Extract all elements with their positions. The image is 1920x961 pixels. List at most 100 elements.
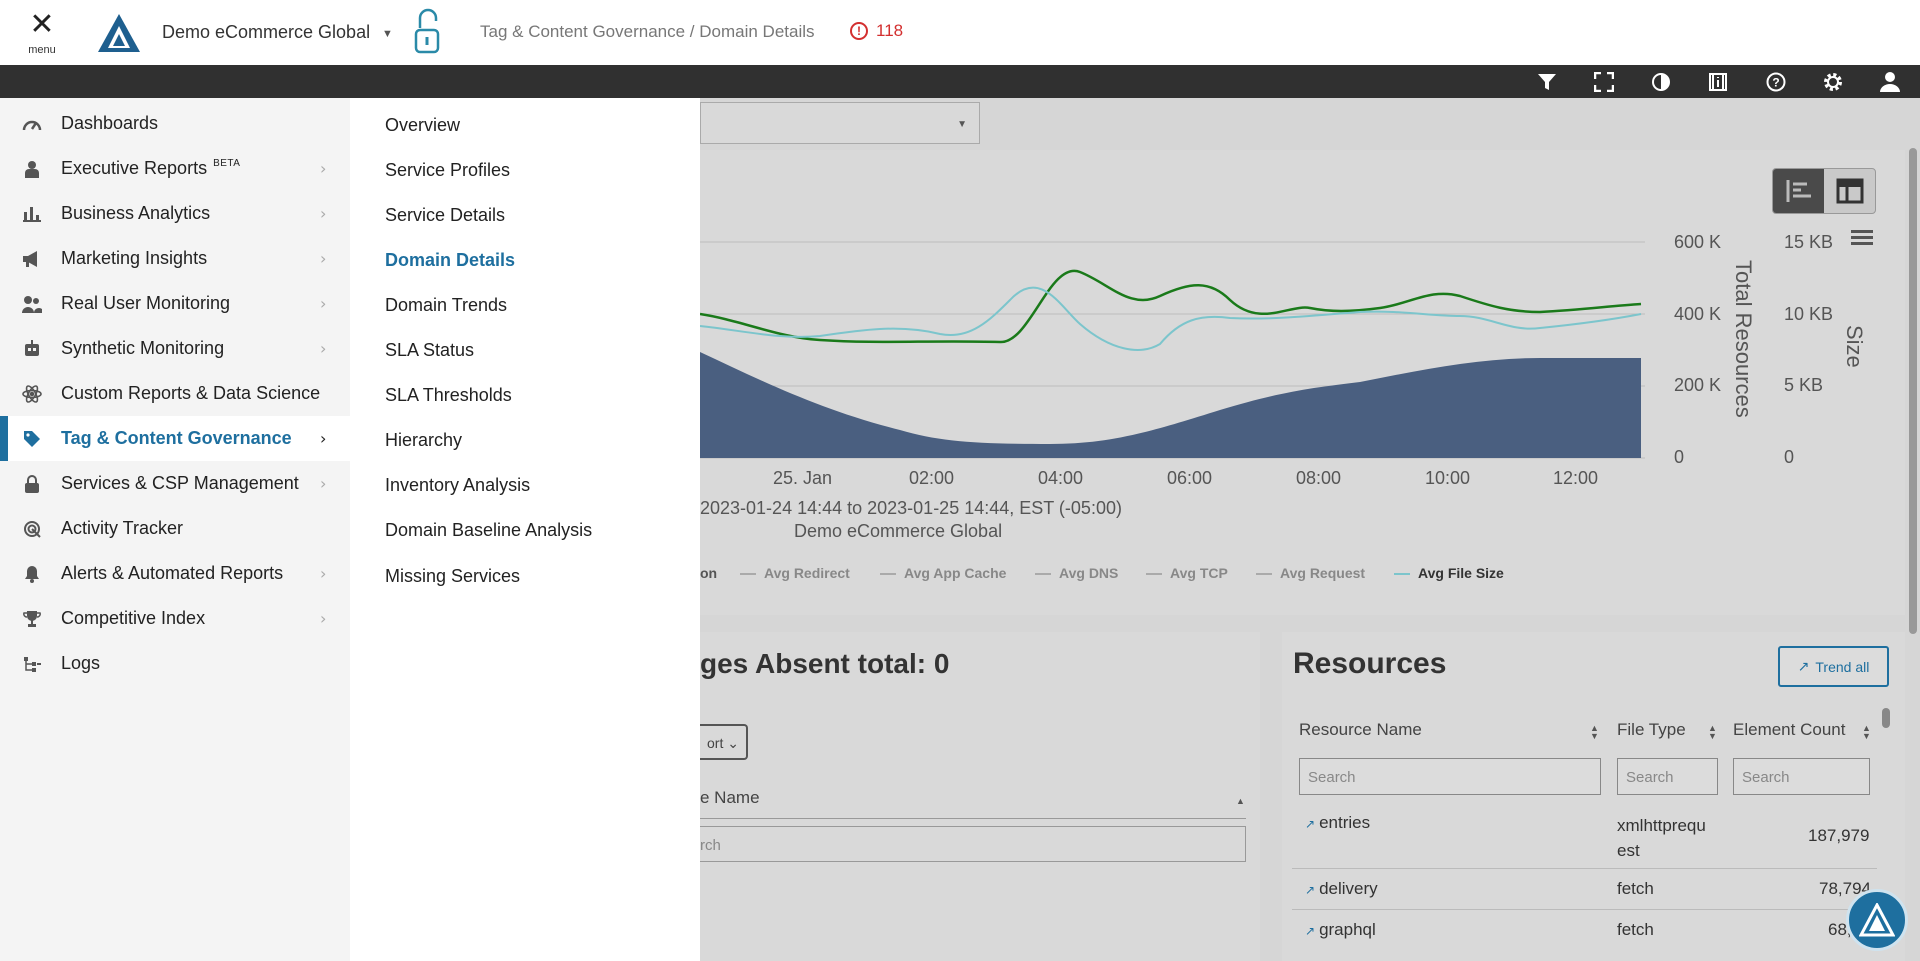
- column-header-element-count[interactable]: Element Count: [1733, 720, 1846, 739]
- user-icon[interactable]: [1878, 70, 1902, 94]
- submenu-item-hierarchy[interactable]: Hierarchy: [385, 430, 463, 450]
- submenu-item-domain-baseline-analysis[interactable]: Domain Baseline Analysis: [385, 520, 593, 540]
- submenu-item-service-profiles[interactable]: Service Profiles: [385, 160, 511, 180]
- legend-item[interactable]: Avg TCP: [1146, 565, 1228, 581]
- chevron-down-icon[interactable]: ▼: [382, 28, 393, 40]
- nav-item-logs[interactable]: Logs: [0, 641, 350, 686]
- nav-item-competitive-index[interactable]: Competitive Index ›: [0, 596, 350, 641]
- help-icon[interactable]: ?: [1764, 70, 1788, 94]
- page-name-search-input[interactable]: rch: [700, 826, 1246, 862]
- column-header-resource-name[interactable]: Resource Name: [1299, 720, 1422, 739]
- y-axis-title-right: Size: [1842, 325, 1867, 368]
- nav-item-tag-content-governance[interactable]: Tag & Content Governance ›: [0, 416, 350, 461]
- legend-item[interactable]: Avg DNS: [1035, 565, 1118, 581]
- chevron-right-icon: ›: [320, 159, 327, 178]
- submenu-item-overview[interactable]: Overview: [385, 115, 461, 135]
- page-scrollbar[interactable]: [1909, 148, 1917, 634]
- contrast-icon[interactable]: [1649, 70, 1673, 94]
- x-tick: 12:00: [1553, 468, 1599, 488]
- menu-close-button[interactable]: ✕ menu: [22, 10, 62, 60]
- info-icon[interactable]: [1706, 70, 1730, 94]
- chevron-down-icon: ▼: [957, 119, 967, 130]
- assistant-fab-button[interactable]: [1846, 889, 1908, 951]
- alert-count: 118: [876, 21, 904, 40]
- toolbar: ?: [0, 65, 1920, 98]
- area-series: [700, 352, 1641, 458]
- legend-item[interactable]: on: [700, 565, 718, 581]
- column-header-file-type[interactable]: File Type: [1617, 720, 1686, 739]
- legend-item[interactable]: Avg Request: [1256, 565, 1365, 581]
- sort-icon[interactable]: ▲ ▼: [1862, 723, 1871, 741]
- pages-panel: [700, 632, 1260, 961]
- filter-icon[interactable]: [1535, 70, 1559, 94]
- sort-icon[interactable]: ▲ ▼: [1708, 723, 1717, 741]
- file-type-search-input[interactable]: Search: [1617, 758, 1718, 795]
- chevron-right-icon: ›: [320, 474, 327, 493]
- table-row-name[interactable]: ↗ graphql: [1305, 920, 1376, 939]
- nav-item-dashboards[interactable]: Dashboards: [0, 101, 350, 146]
- fullscreen-icon[interactable]: [1592, 70, 1616, 94]
- bar-chart-icon: [22, 204, 42, 224]
- chevron-right-icon: ›: [320, 564, 327, 583]
- brand-logo[interactable]: [96, 12, 142, 54]
- legend-item[interactable]: Avg File Size: [1394, 565, 1504, 581]
- chevron-right-icon: ›: [320, 204, 327, 223]
- nav-item-real-user-monitoring[interactable]: Real User Monitoring ›: [0, 281, 350, 326]
- nav-item-synthetic-monitoring[interactable]: Synthetic Monitoring ›: [0, 326, 350, 371]
- executive-icon: [22, 159, 42, 179]
- submenu-item-missing-services[interactable]: Missing Services: [385, 566, 521, 586]
- nav-item-executive-reports[interactable]: Executive Reports BETA ›: [0, 146, 350, 191]
- divider: [700, 818, 1246, 819]
- element-count-search-input[interactable]: Search: [1733, 758, 1870, 795]
- top-bar: ✕ menu Demo eCommerce Global ▼ Tag & Con…: [0, 0, 1920, 65]
- resources-title: Resources: [1293, 647, 1447, 680]
- export-button[interactable]: ort ⌄: [700, 724, 748, 760]
- table-row-name[interactable]: ↗ delivery: [1305, 879, 1378, 898]
- y-tick-right: 0: [1784, 447, 1795, 467]
- line-series-green: [700, 269, 1642, 344]
- close-icon: ✕: [29, 7, 55, 42]
- site-selector-label[interactable]: Demo eCommerce Global: [162, 22, 371, 42]
- trend-all-button[interactable]: ↗ Trend all: [1778, 646, 1889, 687]
- x-tick: 25. Jan: [773, 468, 833, 488]
- beta-badge: BETA: [213, 158, 241, 169]
- legend-item[interactable]: Avg Redirect: [740, 565, 850, 581]
- nav-item-services-csp[interactable]: Services & CSP Management ›: [0, 461, 350, 506]
- legend-item[interactable]: Avg App Cache: [880, 565, 1006, 581]
- view-toggle[interactable]: [1772, 168, 1876, 214]
- nav-item-alerts[interactable]: Alerts & Automated Reports ›: [0, 551, 350, 596]
- unlocked-icon[interactable]: [410, 8, 444, 56]
- sort-asc-icon[interactable]: ▲: [1236, 796, 1245, 806]
- x-tick: 04:00: [1038, 468, 1084, 488]
- domain-select[interactable]: ▼: [700, 102, 980, 144]
- nav-item-business-analytics[interactable]: Business Analytics ›: [0, 191, 350, 236]
- submenu-item-domain-trends[interactable]: Domain Trends: [385, 295, 508, 315]
- chevron-right-icon: ›: [320, 294, 327, 313]
- sort-icon[interactable]: ▲ ▼: [1590, 723, 1599, 741]
- chevron-right-icon: ›: [320, 339, 327, 358]
- bar-view-icon[interactable]: [1773, 169, 1824, 213]
- tracker-icon: [22, 519, 42, 539]
- side-nav: Dashboards Executive Reports BETA › Busin…: [0, 98, 350, 961]
- page-name-column-header[interactable]: e Name: [700, 788, 760, 807]
- chart-menu-icon[interactable]: [1851, 230, 1873, 246]
- submenu-item-inventory-analysis[interactable]: Inventory Analysis: [385, 475, 531, 495]
- pages-absent-title: ges Absent total: 0: [700, 648, 950, 679]
- chart-panel: [700, 150, 1905, 615]
- chevron-down-icon: ⌄: [727, 735, 739, 751]
- submenu-item-domain-details[interactable]: Domain Details: [385, 250, 516, 270]
- submenu-item-sla-status[interactable]: SLA Status: [385, 340, 475, 360]
- table-row-name[interactable]: ↗ entries: [1305, 813, 1371, 832]
- table-scrollbar[interactable]: [1882, 708, 1890, 728]
- settings-icon[interactable]: [1821, 70, 1845, 94]
- nav-item-marketing-insights[interactable]: Marketing Insights ›: [0, 236, 350, 281]
- alert-icon: !: [850, 22, 868, 40]
- table-row-count: 187,979: [1808, 826, 1870, 845]
- nav-item-custom-reports[interactable]: Custom Reports & Data Science: [0, 371, 350, 416]
- resource-name-search-input[interactable]: Search: [1299, 758, 1601, 795]
- nav-item-activity-tracker[interactable]: Activity Tracker: [0, 506, 350, 551]
- submenu-item-service-details[interactable]: Service Details: [385, 205, 506, 225]
- alerts-badge[interactable]: ! 118: [850, 21, 903, 41]
- layout-view-icon[interactable]: [1824, 169, 1875, 213]
- submenu-item-sla-thresholds[interactable]: SLA Thresholds: [385, 385, 512, 405]
